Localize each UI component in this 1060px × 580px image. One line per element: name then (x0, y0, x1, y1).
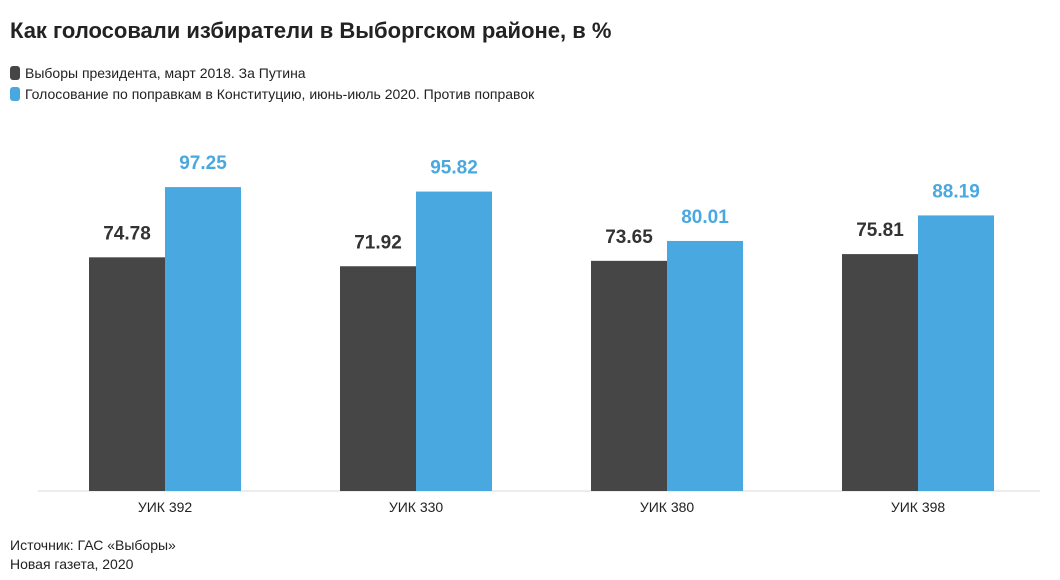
bar-value-label: 88.19 (932, 181, 980, 202)
bar-against-amendments-2020 (165, 187, 241, 491)
bar-chart: 74.78 97.25 УИК 392 71.92 95.82 УИК 330 73.65 8… (38, 153, 1040, 515)
legend-swatch-dark (10, 65, 20, 80)
bar-value-label: 95.82 (430, 158, 478, 179)
bar-value-label: 80.01 (681, 207, 729, 228)
legend-swatch-blue (10, 86, 20, 101)
x-tick-label: УИК 398 (891, 499, 946, 515)
legend-item-putin-2018: Выборы президента, март 2018. За Путина (10, 62, 534, 83)
bar-value-label: 73.65 (605, 227, 653, 248)
bar-value-label: 74.78 (103, 223, 151, 244)
bar-putin-2018 (89, 257, 165, 491)
bar-putin-2018 (842, 254, 918, 491)
x-tick-label: УИК 380 (640, 499, 695, 515)
legend: Выборы президента, март 2018. За Путина … (10, 62, 534, 104)
legend-item-amendments-2020: Голосование по поправкам в Конституцию, … (10, 83, 534, 104)
bar-putin-2018 (591, 260, 667, 491)
bar-value-label: 97.25 (179, 153, 227, 174)
bar-against-amendments-2020 (416, 191, 492, 491)
legend-label: Выборы президента, март 2018. За Путина (25, 64, 306, 81)
bar-against-amendments-2020 (918, 215, 994, 491)
x-tick-label: УИК 392 (138, 499, 193, 515)
source-note: Источник: ГАС «Выборы» (10, 537, 176, 553)
bar-value-label: 75.81 (856, 220, 904, 241)
footer: Источник: ГАС «Выборы» Новая газета, 202… (10, 536, 176, 574)
publisher-credit: Новая газета, 2020 (10, 556, 134, 572)
legend-label: Голосование по поправкам в Конституцию, … (25, 85, 535, 102)
bar-value-label: 71.92 (354, 232, 402, 253)
chart-title: Как голосовали избиратели в Выборгском р… (10, 18, 612, 43)
bar-putin-2018 (340, 266, 416, 491)
x-tick-label: УИК 330 (389, 499, 444, 515)
bar-against-amendments-2020 (667, 240, 743, 491)
